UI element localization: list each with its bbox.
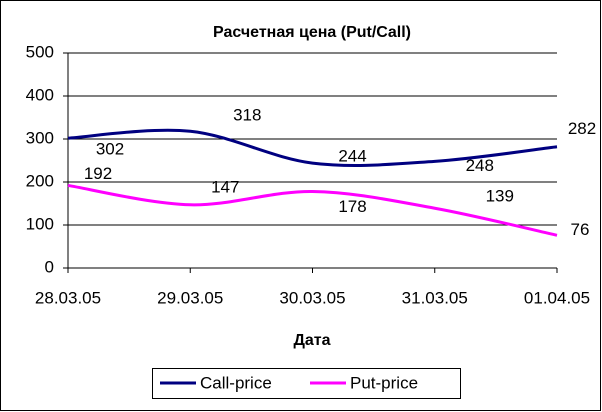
series-line <box>67 128 558 167</box>
data-label: 244 <box>338 147 366 166</box>
x-tick-label: 29.03.05 <box>157 288 223 307</box>
legend-label: Call-price <box>200 373 272 392</box>
data-label: 282 <box>568 119 596 138</box>
y-tick-label: 400 <box>26 85 54 104</box>
data-label: 302 <box>96 140 124 159</box>
chart-title: Расчетная цена (Put/Call) <box>213 24 411 41</box>
x-axis-title: Дата <box>293 332 330 349</box>
data-label: 248 <box>466 156 494 175</box>
data-label: 139 <box>486 187 514 206</box>
x-tick-label: 31.03.05 <box>402 288 468 307</box>
data-label: 147 <box>211 177 239 196</box>
x-tick-label: 01.04.05 <box>524 288 590 307</box>
y-tick-label: 0 <box>45 257 54 276</box>
data-label: 178 <box>338 197 366 216</box>
legend <box>152 368 461 399</box>
y-tick-label: 300 <box>26 128 54 147</box>
x-tick-label: 28.03.05 <box>35 288 101 307</box>
y-tick-label: 200 <box>26 171 54 190</box>
data-label: 76 <box>571 220 590 239</box>
data-label: 192 <box>84 164 112 183</box>
y-tick-label: 500 <box>26 42 54 61</box>
x-tick-label: 30.03.05 <box>279 288 345 307</box>
series-line <box>67 183 558 237</box>
data-label: 318 <box>233 106 261 125</box>
y-tick-label: 100 <box>26 214 54 233</box>
legend-label: Put-price <box>350 373 418 392</box>
